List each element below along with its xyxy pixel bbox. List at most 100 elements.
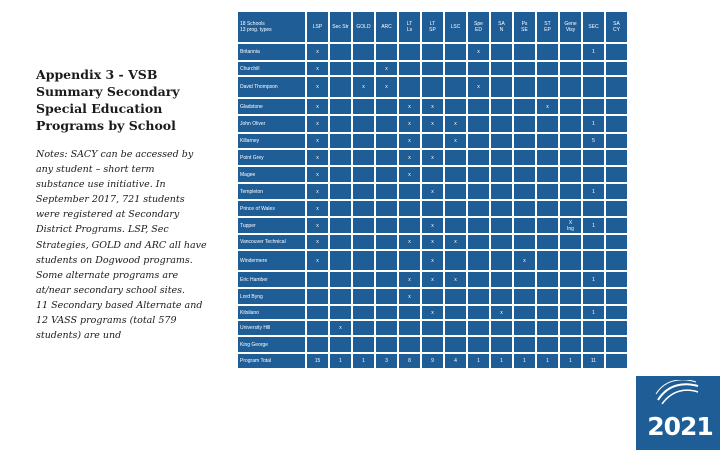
- notes-line: 11 Secondary based Alternate and: [36, 299, 203, 311]
- program-cell: [560, 201, 581, 216]
- notes-paragraph: Notes: SACY can be accessed by any studen…: [36, 147, 214, 343]
- program-cell: x: [307, 184, 328, 199]
- program-cell: [468, 99, 489, 114]
- program-cell: [514, 99, 535, 114]
- program-cell: 1: [353, 354, 374, 368]
- program-cell: [560, 77, 581, 97]
- program-cell: x: [468, 44, 489, 60]
- program-cell: [422, 289, 443, 304]
- program-cell: [399, 337, 420, 352]
- program-cell: [376, 321, 397, 335]
- program-cell: [445, 44, 466, 60]
- program-cell: [376, 289, 397, 304]
- program-cell: x: [307, 62, 328, 75]
- program-cell: [330, 289, 351, 304]
- program-cell: [353, 289, 374, 304]
- program-cell: 3: [376, 354, 397, 368]
- program-cell: [560, 251, 581, 270]
- school-name: Lord Byng: [238, 289, 305, 304]
- program-cell: [468, 321, 489, 335]
- program-cell: [606, 251, 627, 270]
- program-cell: [330, 235, 351, 249]
- program-cell: [606, 62, 627, 75]
- program-cell: [583, 251, 604, 270]
- program-cell: [583, 62, 604, 75]
- program-cell: x: [399, 99, 420, 114]
- school-name: Tupper: [238, 218, 305, 233]
- school-name: Windermere: [238, 251, 305, 270]
- program-cell: [606, 306, 627, 319]
- notes-line: substance use initiative. In: [36, 179, 166, 191]
- table-row: Prince of Wales x: [238, 201, 627, 216]
- column-header: SA CY: [606, 12, 627, 42]
- program-cell: [537, 306, 558, 319]
- program-cell: [376, 337, 397, 352]
- program-cell: [537, 44, 558, 60]
- program-cell: [606, 235, 627, 249]
- program-cell: [422, 201, 443, 216]
- program-cell: [560, 306, 581, 319]
- program-cell: 4: [445, 354, 466, 368]
- program-cell: 8: [399, 354, 420, 368]
- program-cell: [353, 150, 374, 165]
- program-cell: x: [307, 44, 328, 60]
- program-cell: [606, 321, 627, 335]
- program-cell: [560, 235, 581, 249]
- program-cell: [606, 184, 627, 199]
- program-cell: [445, 337, 466, 352]
- program-cell: [376, 44, 397, 60]
- table-row: Gladstone x x x x: [238, 99, 627, 114]
- program-cell: x: [307, 167, 328, 182]
- program-cell: x: [399, 116, 420, 132]
- program-cell: [514, 235, 535, 249]
- program-cell: [514, 77, 535, 97]
- program-cell: [537, 289, 558, 304]
- program-cell: [445, 62, 466, 75]
- program-cell: [468, 272, 489, 287]
- school-name: Magee: [238, 167, 305, 182]
- program-cell: [376, 134, 397, 148]
- program-cell: [537, 116, 558, 132]
- program-cell: 1: [537, 354, 558, 368]
- column-header: LSP: [307, 12, 328, 42]
- school-name: David Thompson: [238, 77, 305, 97]
- program-cell: [330, 167, 351, 182]
- program-cell: [491, 99, 512, 114]
- program-cell: [491, 184, 512, 199]
- table-row: King George: [238, 337, 627, 352]
- table-row: Magee x x: [238, 167, 627, 182]
- program-cell: [468, 134, 489, 148]
- table-row: John Oliver x x x x 1: [238, 116, 627, 132]
- program-cell: [560, 62, 581, 75]
- program-cell: [606, 99, 627, 114]
- program-cell: [353, 235, 374, 249]
- program-cell: [560, 167, 581, 182]
- program-cell: [445, 201, 466, 216]
- program-cell: x: [422, 150, 443, 165]
- column-header: SEC: [583, 12, 604, 42]
- program-cell: [330, 272, 351, 287]
- program-cell: [537, 184, 558, 199]
- notes-line: students) are und: [36, 330, 122, 342]
- program-cell: [468, 218, 489, 233]
- program-cell: [606, 272, 627, 287]
- program-cell: [399, 77, 420, 97]
- notes-line: Notes: SACY can be accessed by: [36, 149, 194, 160]
- notes-line: any student – short term: [36, 164, 155, 176]
- program-cell: [537, 235, 558, 249]
- program-cell: x: [399, 272, 420, 287]
- program-cell: [376, 99, 397, 114]
- program-cell: [606, 218, 627, 233]
- program-cell: [330, 218, 351, 233]
- program-cell: [353, 306, 374, 319]
- column-header: LSC: [445, 12, 466, 42]
- program-cell: [307, 321, 328, 335]
- program-cell: [560, 99, 581, 114]
- program-cell: [399, 321, 420, 335]
- program-cell: [353, 184, 374, 199]
- program-cell: [560, 44, 581, 60]
- program-cell: [606, 116, 627, 132]
- program-cell: x: [307, 134, 328, 148]
- program-cell: [353, 99, 374, 114]
- column-header: Ps SE: [514, 12, 535, 42]
